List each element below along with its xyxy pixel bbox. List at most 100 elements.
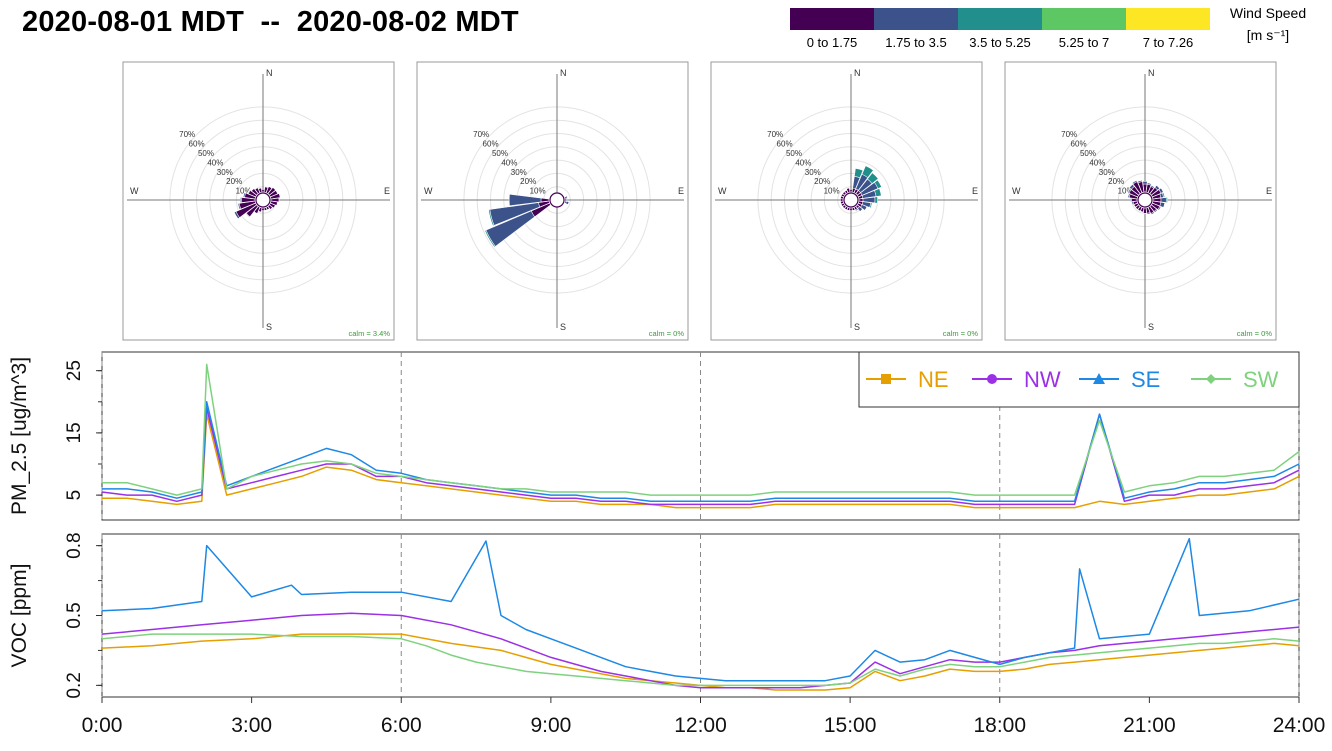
rose-petal bbox=[235, 202, 258, 219]
wind-speed-legend-unit: [m s⁻¹] bbox=[1246, 27, 1290, 43]
compass-w: W bbox=[424, 186, 433, 196]
y-tick-label: 0.5 bbox=[64, 602, 85, 628]
y-axis-label: VOC [ppm] bbox=[8, 564, 31, 668]
rose-ring-label: 60% bbox=[483, 140, 499, 149]
rose-ring-label: 40% bbox=[501, 158, 517, 167]
rose-petal bbox=[270, 200, 278, 206]
legend-label-SW: SW bbox=[1243, 367, 1279, 392]
wind-bin-label-3: 3.5 to 5.25 bbox=[969, 35, 1031, 50]
rose-ring-label: 50% bbox=[786, 149, 802, 158]
wind-bin-swatch-5 bbox=[1126, 8, 1210, 30]
rose-petal bbox=[268, 202, 276, 209]
rose-ring-label: 20% bbox=[1108, 177, 1124, 186]
rose-petal bbox=[267, 204, 273, 210]
legend-label-NE: NE bbox=[918, 367, 949, 392]
compass-s: S bbox=[854, 322, 860, 332]
wind-bin-swatch-1 bbox=[790, 8, 874, 30]
rose-petal bbox=[564, 196, 567, 200]
rose-ring-label: 70% bbox=[1061, 130, 1077, 139]
pm25-chart: 5 15 25 PM_2.5 [ug/m^3] NE NW SE SW bbox=[8, 351, 1300, 521]
rose-petal bbox=[238, 200, 256, 210]
rose-ring-label: 10% bbox=[824, 187, 840, 196]
rose-petal bbox=[270, 193, 281, 200]
series-line-SE bbox=[101, 537, 1300, 682]
compass-n: N bbox=[560, 68, 567, 78]
wind-bin-label-5: 7 to 7.26 bbox=[1142, 35, 1194, 50]
rose-ring-label: 60% bbox=[189, 140, 205, 149]
compass-n: N bbox=[266, 68, 273, 78]
y-tick-label: 0.2 bbox=[64, 672, 85, 698]
compass-e: E bbox=[678, 186, 684, 196]
rose-petal bbox=[258, 187, 263, 193]
rose-ring-label: 40% bbox=[207, 158, 223, 167]
rose-calm-label: calm = 3.4% bbox=[349, 329, 391, 338]
compass-w: W bbox=[130, 186, 139, 196]
y-tick-label: 15 bbox=[64, 422, 85, 443]
rose-calm-circle bbox=[255, 192, 271, 208]
y-axis-label: PM_2.5 [ug/m^3] bbox=[8, 357, 31, 515]
wind-speed-legend: 0 to 1.75 1.75 to 3.5 3.5 to 5.25 5.25 t… bbox=[788, 4, 1328, 52]
legend-marker-circle bbox=[987, 374, 997, 384]
x-tick-label: 12:00 bbox=[674, 714, 727, 737]
wind-bin-label-1: 0 to 1.75 bbox=[806, 35, 858, 50]
series-line-SE bbox=[102, 401, 1300, 503]
x-tick-label: 24:00 bbox=[1273, 714, 1326, 737]
x-tick-label: 3:00 bbox=[231, 714, 272, 737]
compass-s: S bbox=[560, 322, 566, 332]
rose-ring-label: 70% bbox=[767, 130, 783, 139]
wind-bin-label-2: 1.75 to 3.5 bbox=[885, 35, 947, 50]
wind-bin-swatch-2 bbox=[874, 8, 958, 30]
legend-marker-square bbox=[881, 374, 891, 384]
rose-petal bbox=[247, 189, 258, 198]
rose-petal bbox=[1130, 185, 1141, 196]
rose-ring-label: 50% bbox=[492, 149, 508, 158]
wind-speed-legend-title: Wind Speed bbox=[1229, 5, 1307, 21]
series-line-NW bbox=[101, 612, 1300, 689]
rose-ring-label: 30% bbox=[805, 168, 821, 177]
compass-s: S bbox=[266, 322, 272, 332]
series-legend: NE NW SE SW bbox=[858, 351, 1300, 408]
rose-ring-label: 20% bbox=[520, 177, 536, 186]
rose-ring-label: 30% bbox=[1099, 168, 1115, 177]
x-tick-label: 9:00 bbox=[530, 714, 571, 737]
rose-petal bbox=[540, 197, 550, 203]
compass-n: N bbox=[854, 68, 861, 78]
rose-calm-circle bbox=[1137, 192, 1153, 208]
compass-e: E bbox=[972, 186, 978, 196]
wind-bin-swatch-3 bbox=[958, 8, 1042, 30]
rose-petal bbox=[245, 204, 259, 218]
compass-e: E bbox=[384, 186, 390, 196]
compass-w: W bbox=[718, 186, 727, 196]
rose-ring-label: 70% bbox=[473, 130, 489, 139]
rose-ring-label: 40% bbox=[795, 158, 811, 167]
rose-petal bbox=[251, 188, 259, 196]
page-title: 2020-08-01 MDT -- 2020-08-02 MDT bbox=[22, 6, 519, 38]
rose-calm-label: calm = 0% bbox=[649, 329, 685, 338]
rose-petal bbox=[244, 192, 256, 200]
compass-e: E bbox=[1266, 186, 1272, 196]
rose-ring-label: 40% bbox=[1089, 158, 1105, 167]
rose-ring-label: 60% bbox=[1071, 140, 1087, 149]
compass-w: W bbox=[1012, 186, 1021, 196]
wind-bin-label-4: 5.25 to 7 bbox=[1058, 35, 1110, 50]
rose-ring-label: 30% bbox=[511, 168, 527, 177]
rose-ring-label: 20% bbox=[226, 177, 242, 186]
rose-petal bbox=[564, 200, 567, 204]
y-tick-label: 25 bbox=[64, 360, 85, 381]
series-line-SW bbox=[102, 363, 1300, 496]
rose-ring-label: 70% bbox=[179, 130, 195, 139]
x-tick-label: 21:00 bbox=[1123, 714, 1176, 737]
series-line-NE bbox=[102, 413, 1300, 509]
legend-marker-diamond bbox=[1206, 374, 1216, 384]
rose-ring-label: 60% bbox=[777, 140, 793, 149]
x-tick-label: 15:00 bbox=[824, 714, 877, 737]
rose-petal bbox=[846, 187, 851, 193]
x-tick-label: 0:00 bbox=[82, 714, 123, 737]
compass-n: N bbox=[1148, 68, 1155, 78]
y-tick-label: 0.8 bbox=[64, 532, 85, 558]
